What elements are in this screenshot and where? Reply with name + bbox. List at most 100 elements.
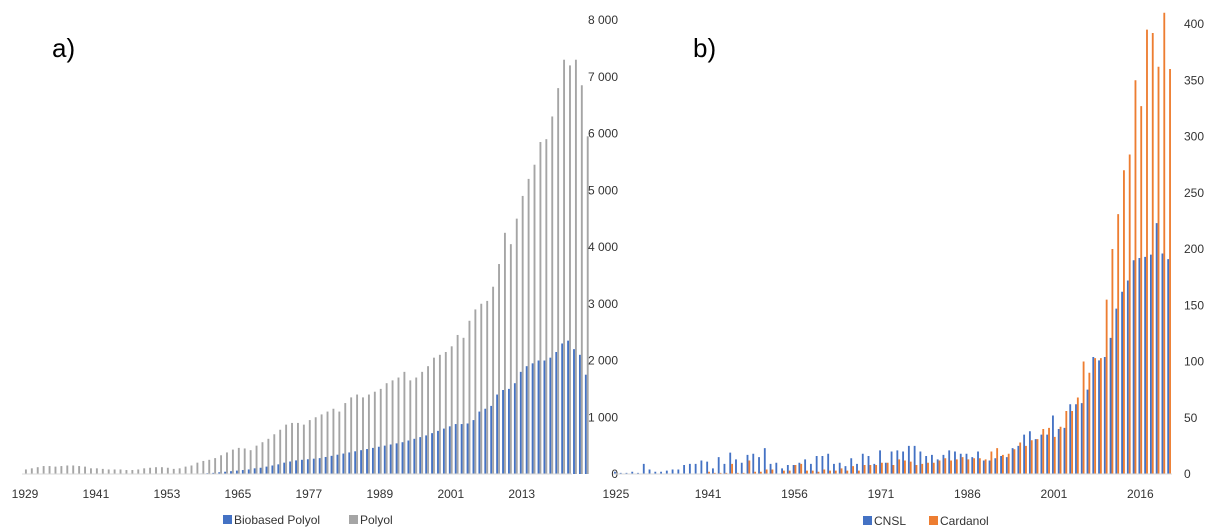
- bar-polyol-2000: [444, 351, 447, 474]
- bar-polyol-2009: [498, 264, 500, 474]
- bar-polyol-2007: [486, 300, 489, 474]
- bar-biobased-polyol-1985: [354, 451, 357, 474]
- bar-biobased-polyol-1989: [377, 446, 380, 474]
- bar-cnsl-1938: [688, 463, 691, 475]
- legend-swatch-cnsl: [863, 516, 872, 525]
- bar-cardanol-1983: [950, 460, 952, 474]
- bar-polyol-1957: [190, 465, 193, 474]
- bar-cardanol-1987: [973, 458, 976, 474]
- bar-polyol-1980: [326, 411, 329, 474]
- bar-polyol-1941: [95, 468, 98, 474]
- bar-polyol-1967: [249, 450, 252, 474]
- bar-cardanol-1981: [938, 460, 941, 474]
- bar-cnsl-1931: [648, 469, 651, 474]
- bar-cnsl-2003: [1063, 427, 1066, 475]
- bar-polyol-2015: [533, 164, 536, 474]
- bar-polyol-2017: [545, 139, 548, 475]
- bar-cardanol-1980: [932, 462, 935, 474]
- bar-polyol-1960: [208, 459, 211, 474]
- bar-biobased-polyol-1971: [271, 465, 274, 474]
- bar-cardanol-1959: [811, 470, 814, 475]
- bar-biobased-polyol-1974: [289, 461, 292, 474]
- bar-cardanol-1992: [1001, 454, 1004, 475]
- bar-polyol-1995: [415, 377, 418, 474]
- bar-cardanol-2004: [1071, 411, 1073, 474]
- bar-polyol-1944: [113, 469, 116, 474]
- panel-b-bars: [614, 12, 1171, 475]
- panel-a-x-tick-1929: 1929: [12, 487, 39, 501]
- bar-polyol-2006: [480, 303, 483, 474]
- bar-polyol-undefined: [580, 85, 583, 474]
- bar-cardanol-1967: [857, 470, 860, 475]
- bar-polyol-1931: [36, 467, 39, 474]
- bar-polyol-1997: [427, 366, 429, 474]
- bar-polyol-1945: [119, 469, 122, 474]
- panel-a-y-tick-6-000: 6 000: [588, 127, 618, 141]
- bar-biobased-polyol-2016: [537, 360, 540, 474]
- bar-polyol-1935: [60, 466, 63, 474]
- bar-cnsl-1955: [786, 465, 789, 474]
- bar-cardanol-1951: [765, 469, 768, 474]
- bar-cardanol-1943: [719, 472, 722, 475]
- bar-cnsl-2012: [1115, 308, 1118, 475]
- bar-cnsl-2016: [1138, 258, 1141, 474]
- bar-biobased-polyol-2000: [442, 428, 445, 474]
- panel-b-y-tick-labels: 0 50 100 150 200 250 300 350 400: [1184, 17, 1204, 481]
- bar-cardanol-1955: [788, 470, 791, 475]
- panel-b-x-tick-1956: 1956: [781, 487, 808, 501]
- bar-cardanol-1961: [823, 469, 826, 474]
- bar-polyol-1999: [438, 354, 441, 474]
- bar-cardanol-1976: [909, 461, 912, 475]
- panel-b-x-tick-1941: 1941: [695, 487, 722, 501]
- bar-cnsl-1978: [919, 451, 922, 474]
- bar-cardanol-1966: [852, 466, 854, 475]
- bar-cnsl-1981: [936, 459, 939, 475]
- bar-cnsl-2019: [1155, 223, 1158, 475]
- bar-cnsl-1956: [792, 465, 795, 474]
- bar-polyol-2021: [569, 65, 571, 475]
- bar-cnsl-1969: [867, 456, 870, 474]
- bar-polyol-1948: [137, 469, 140, 474]
- bar-polyol-2002: [456, 334, 459, 474]
- bar-cardanol-1941: [708, 471, 710, 474]
- bar-cardanol-1995: [1019, 442, 1022, 474]
- bar-biobased-polyol-1981: [330, 455, 333, 474]
- bar-cnsl-1934: [665, 470, 668, 475]
- panel-b-y-tick-50: 50: [1184, 411, 1198, 425]
- bar-cnsl-1994: [1011, 448, 1014, 475]
- bar-polyol-1972: [279, 429, 282, 474]
- bar-biobased-polyol-1994: [407, 440, 410, 474]
- bar-biobased-polyol-1963: [224, 471, 227, 474]
- panel-b-y-tick-250: 250: [1184, 186, 1204, 200]
- bar-polyol-1970: [267, 438, 270, 474]
- bar-cnsl-2004: [1069, 404, 1072, 474]
- bar-polyol-1932: [42, 466, 45, 474]
- bar-cnsl-2006: [1080, 403, 1083, 475]
- bar-biobased-polyol-1986: [360, 450, 363, 474]
- bar-cnsl-1977: [913, 445, 916, 475]
- bar-polyol-2003: [462, 337, 465, 474]
- bar-polyol-2014: [527, 178, 530, 474]
- bar-cnsl-1936: [677, 469, 680, 474]
- bar-polyol-1939: [84, 466, 86, 474]
- bar-polyol-1982: [338, 411, 341, 474]
- bar-biobased-polyol-1980: [324, 456, 327, 474]
- bar-cardanol-2020: [1163, 12, 1166, 474]
- bar-biobased-polyol-2004: [466, 423, 469, 474]
- bar-polyol-2018: [551, 116, 554, 474]
- bar-cnsl-1974: [896, 450, 899, 475]
- bar-cnsl-1971: [879, 450, 881, 475]
- panel-a-y-tick-8-000: 8 000: [588, 13, 618, 27]
- bar-polyol-1975: [297, 422, 299, 474]
- bar-cardanol-2018: [1151, 33, 1154, 474]
- bar-cnsl-1926: [619, 472, 622, 475]
- bar-biobased-polyol-1995: [413, 438, 416, 474]
- bar-cnsl-1976: [907, 445, 910, 475]
- bar-cnsl-1975: [902, 451, 905, 474]
- bar-cnsl-1957: [798, 462, 801, 474]
- bar-biobased-polyol-1976: [301, 459, 303, 474]
- bar-biobased-polyol-1975: [295, 460, 297, 474]
- legend-label-polyol: Polyol: [360, 513, 393, 527]
- panel-a-x-tick-1989: 1989: [366, 487, 393, 501]
- bar-biobased-polyol-1965: [235, 470, 238, 474]
